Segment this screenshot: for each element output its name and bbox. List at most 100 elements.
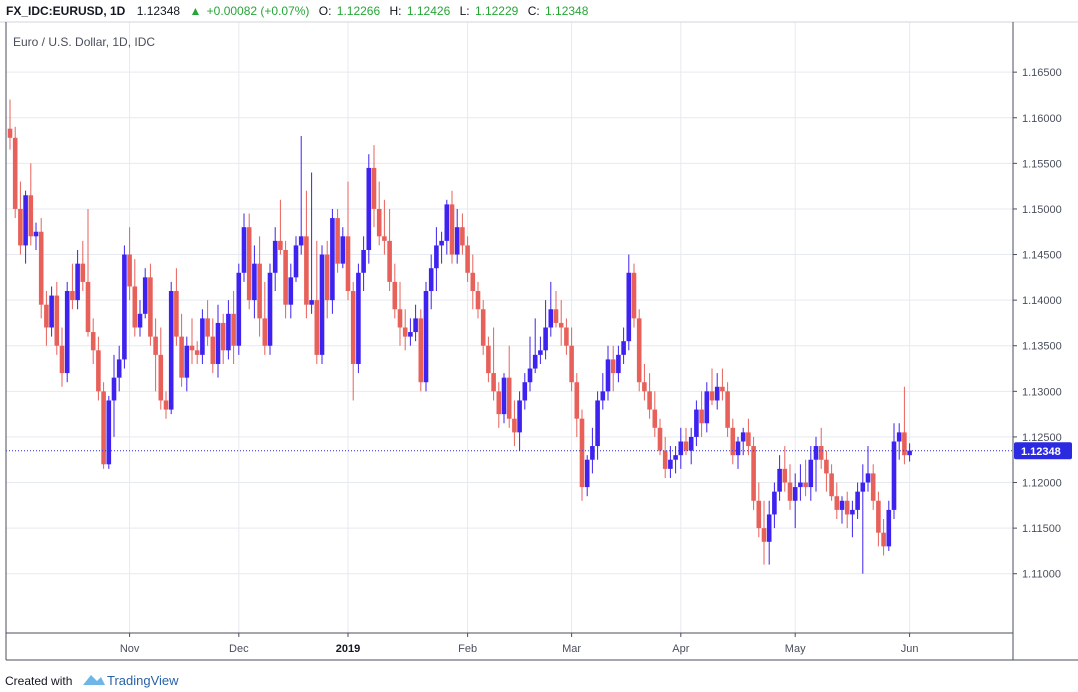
candle xyxy=(335,208,340,273)
candle-body xyxy=(621,341,626,355)
tradingview-brand-link[interactable]: TradingView xyxy=(107,673,179,688)
candle-body xyxy=(610,359,616,374)
price-tick-label: 1.12500 xyxy=(1022,432,1062,444)
candle xyxy=(870,464,876,510)
low-value: 1.12229 xyxy=(475,4,519,18)
candle xyxy=(616,345,621,383)
candle-body xyxy=(356,272,361,364)
candle xyxy=(720,368,725,401)
candle xyxy=(772,482,777,529)
price-tick-label: 1.13000 xyxy=(1022,386,1062,398)
candle xyxy=(402,309,408,351)
candle xyxy=(850,500,855,538)
candle xyxy=(356,263,361,374)
candle-body xyxy=(756,500,762,529)
candle xyxy=(657,418,663,456)
price-tick-label: 1.14000 xyxy=(1022,295,1062,307)
candle xyxy=(756,482,762,538)
candle-body xyxy=(548,309,554,328)
candle-body xyxy=(210,336,216,364)
last-price-badge: 1.12348 xyxy=(1014,442,1072,460)
candle-body xyxy=(605,359,611,392)
candle-body xyxy=(314,300,320,355)
candle xyxy=(163,391,169,419)
candle-body xyxy=(116,359,122,378)
price-axis[interactable]: 1.16500 1.16000 1.15500 1.15000 1.14500 1.140… xyxy=(1013,67,1062,581)
candle xyxy=(205,300,210,346)
candle xyxy=(101,382,106,469)
candle-body xyxy=(371,167,377,209)
candle-body xyxy=(298,236,304,246)
candle xyxy=(621,327,626,364)
candle xyxy=(59,327,65,387)
candle-body xyxy=(564,327,569,346)
candle-body xyxy=(59,345,65,374)
candle-body xyxy=(688,436,694,451)
candle-body xyxy=(23,195,28,246)
candle-body xyxy=(226,313,231,351)
candle xyxy=(454,208,460,264)
candle-body xyxy=(18,208,23,246)
candle-body xyxy=(12,137,18,209)
candle-body xyxy=(600,391,606,401)
time-axis[interactable]: Nov Dec 2019 Feb Mar Apr May Jun xyxy=(120,633,919,655)
time-tick-label: Feb xyxy=(458,643,477,655)
candle-body xyxy=(96,350,101,392)
candle xyxy=(709,368,715,406)
candle xyxy=(70,263,75,310)
candle xyxy=(12,126,18,219)
candle xyxy=(184,336,190,392)
candle-body xyxy=(647,391,652,410)
candle xyxy=(54,281,60,355)
candle xyxy=(491,327,496,401)
candle xyxy=(236,263,242,355)
candle-body xyxy=(283,249,288,305)
candle xyxy=(896,423,902,460)
candle-body xyxy=(350,291,356,364)
candle-body xyxy=(683,441,689,451)
price-tick-label: 1.12000 xyxy=(1022,478,1062,490)
candle xyxy=(90,318,96,364)
candle xyxy=(694,400,699,447)
candle xyxy=(746,418,751,456)
open-value: 1.12266 xyxy=(337,4,381,18)
candle xyxy=(314,240,320,364)
candle xyxy=(876,491,881,547)
candle xyxy=(319,245,325,364)
tradingview-logo-icon[interactable] xyxy=(83,675,105,685)
candle-body xyxy=(834,496,840,510)
footer: Created with TradingView xyxy=(5,673,179,688)
candle-body xyxy=(127,254,132,287)
candle xyxy=(548,281,554,337)
price-tick-label: 1.11000 xyxy=(1022,569,1061,581)
candle-body xyxy=(33,231,39,237)
candle-body xyxy=(132,286,138,328)
price-tick-label: 1.16000 xyxy=(1022,113,1062,125)
candles xyxy=(7,99,912,574)
candle-body xyxy=(200,318,205,355)
candle-body xyxy=(241,227,247,273)
candle-body xyxy=(49,295,54,328)
candle xyxy=(106,395,112,469)
candle xyxy=(194,341,200,364)
candle-body xyxy=(101,391,106,465)
candle-body xyxy=(725,391,730,428)
low-label: L: xyxy=(460,4,470,18)
candle xyxy=(902,386,907,465)
candle-body xyxy=(402,327,408,337)
candle-body xyxy=(761,528,767,542)
candle xyxy=(881,519,886,556)
candle-body xyxy=(787,482,793,501)
candle-body xyxy=(278,240,283,250)
candle-body xyxy=(194,350,200,355)
candle xyxy=(538,336,543,364)
price-tick-label: 1.16500 xyxy=(1022,67,1062,79)
candle xyxy=(751,436,756,510)
candle xyxy=(704,382,710,433)
candle-body xyxy=(808,459,814,488)
candle-body xyxy=(106,400,112,465)
candle-body xyxy=(678,441,684,456)
time-tick-label: Nov xyxy=(120,643,140,655)
candle xyxy=(153,318,158,392)
